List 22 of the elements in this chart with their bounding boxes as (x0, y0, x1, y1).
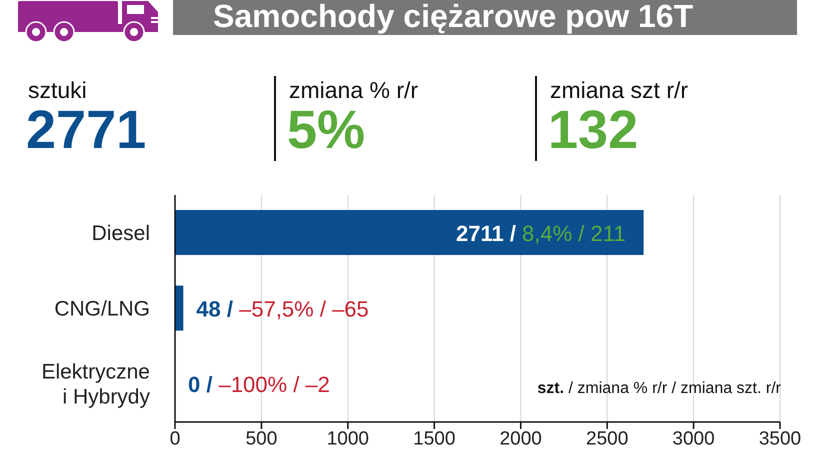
text: 5% (287, 100, 366, 160)
data-label: 48 / –57,5% / –65 (196, 296, 369, 322)
text: zmiana % r/r (289, 77, 418, 103)
annotation: szt. / zmiana % r/r / zmiana szt. r/r (537, 380, 781, 397)
x-tick-label: 1000 (326, 428, 369, 450)
x-tick-label: 1500 (413, 428, 456, 450)
data-label: 0 / –100% / –2 (188, 372, 330, 398)
x-tick-label: 2000 (500, 428, 542, 450)
text: 132 (548, 100, 638, 160)
y-tick-label: CNG/LNG (54, 298, 150, 320)
title-banner: Samochody ciężarowe pow 16T (173, 0, 797, 35)
y-tick-label: Elektryczne i Hybrydy (41, 360, 150, 409)
y-tick-label: Diesel (92, 222, 150, 245)
x-tick-label: 0 (170, 428, 180, 450)
x-tick-label: 2500 (586, 428, 628, 450)
x-tick-label: 3500 (758, 428, 802, 450)
data-label: 2711 / 8,4% / 211 (456, 220, 626, 246)
text: zmiana szt r/r (550, 77, 688, 103)
x-tick-label: 3000 (672, 428, 715, 450)
text: sztuki (28, 77, 87, 103)
text: 2771 (26, 100, 146, 160)
x-tick-label: 500 (246, 428, 278, 450)
